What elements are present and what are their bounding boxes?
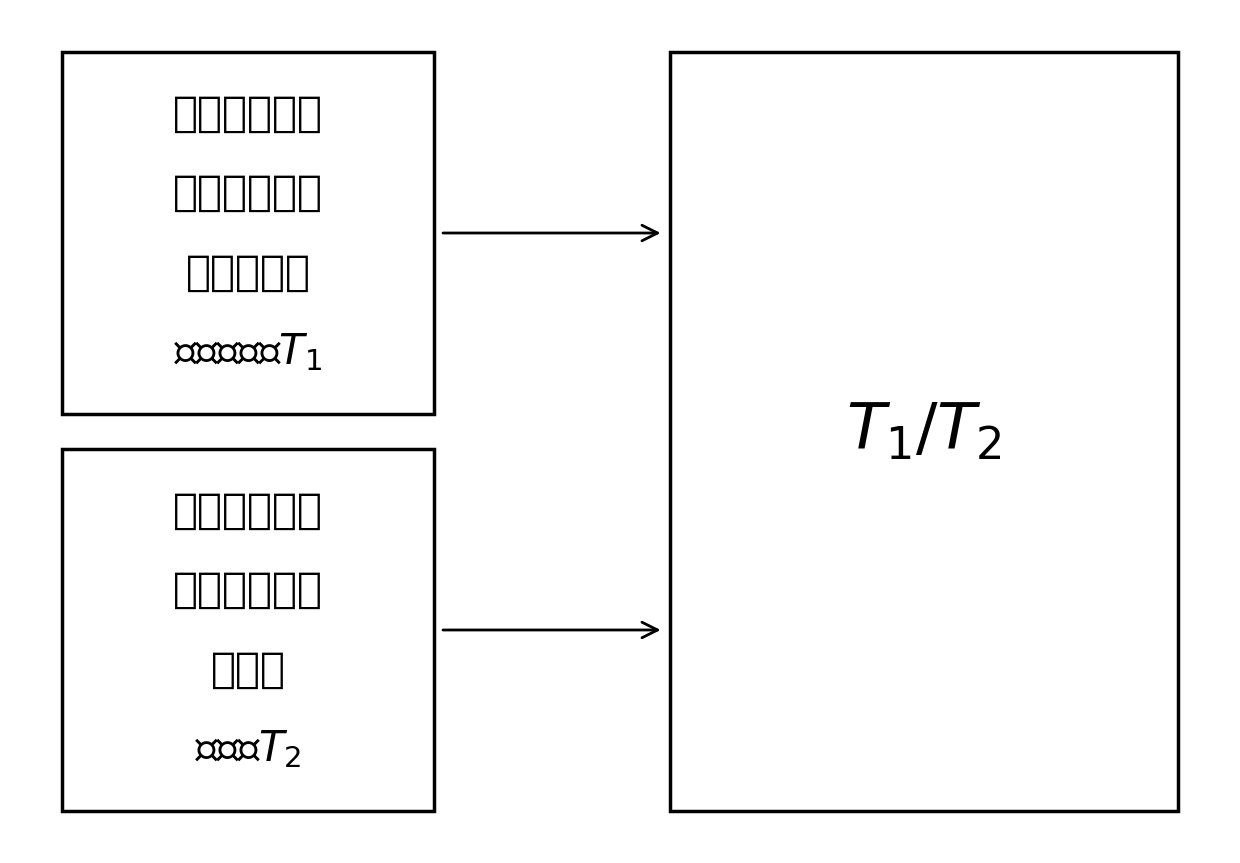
Text: 求快速傅里叶: 求快速傅里叶 [174,93,322,135]
Text: 变换后模值的: 变换后模值的 [174,173,322,214]
Text: 最大值记为$T_1$: 最大值记为$T_1$ [174,331,322,373]
FancyBboxPatch shape [62,52,434,414]
Text: 变换后模值之: 变换后模值之 [174,570,322,611]
Text: 和记为$T_2$: 和记为$T_2$ [195,728,301,770]
FancyBboxPatch shape [62,449,434,811]
Text: 和记为: 和记为 [211,649,285,690]
Text: 最大值记为: 最大值记为 [186,252,310,293]
Text: $T_1/T_2$: $T_1/T_2$ [846,400,1002,463]
FancyBboxPatch shape [670,52,1178,811]
Text: 求快速傅里叶: 求快速傅里叶 [174,490,322,532]
